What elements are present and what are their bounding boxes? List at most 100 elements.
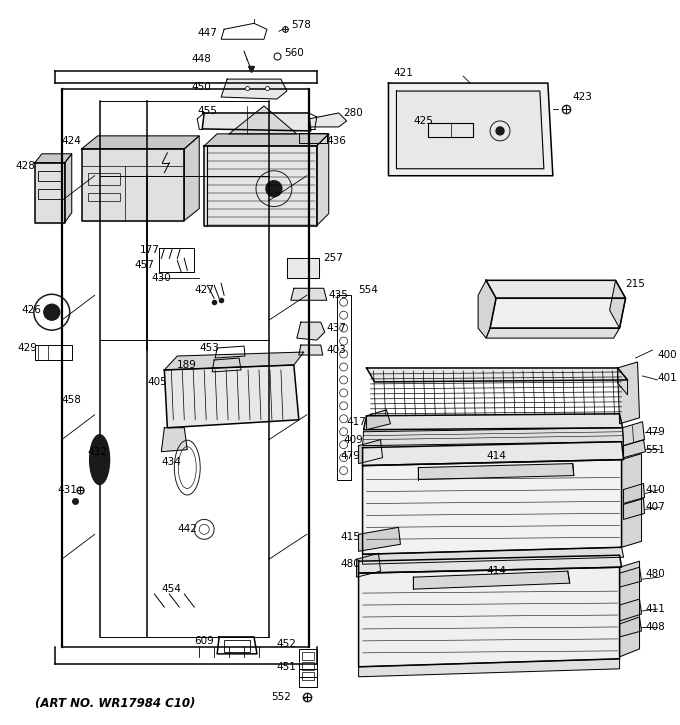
Polygon shape (65, 154, 71, 223)
Polygon shape (362, 428, 624, 446)
Text: 414: 414 (486, 451, 506, 460)
Text: 425: 425 (413, 116, 433, 126)
Polygon shape (486, 281, 626, 298)
Polygon shape (362, 547, 624, 564)
Polygon shape (202, 113, 311, 131)
Text: 417: 417 (347, 417, 367, 427)
Text: 435: 435 (328, 290, 349, 300)
Bar (88, 173, 120, 185)
Text: 428: 428 (15, 161, 35, 171)
Polygon shape (388, 83, 553, 175)
Polygon shape (486, 328, 619, 338)
Polygon shape (358, 527, 401, 551)
Polygon shape (161, 428, 187, 452)
Text: 189: 189 (177, 360, 197, 370)
Polygon shape (165, 365, 299, 428)
Polygon shape (396, 91, 544, 169)
Polygon shape (309, 113, 347, 127)
Polygon shape (358, 659, 619, 676)
Text: 479: 479 (341, 451, 360, 460)
Text: 429: 429 (18, 343, 38, 353)
Polygon shape (362, 442, 624, 465)
Text: 451: 451 (277, 662, 296, 672)
Polygon shape (367, 410, 390, 430)
Text: 401: 401 (658, 373, 677, 383)
Text: 450: 450 (191, 82, 211, 92)
Polygon shape (317, 134, 328, 225)
Polygon shape (358, 439, 383, 463)
Text: 480: 480 (341, 559, 360, 569)
Bar (88, 193, 120, 201)
Text: 423: 423 (573, 92, 593, 102)
Text: 407: 407 (645, 502, 665, 513)
Text: 457: 457 (135, 260, 154, 270)
Polygon shape (624, 499, 645, 519)
Text: 455: 455 (197, 106, 217, 116)
Polygon shape (358, 555, 622, 573)
Text: 403: 403 (326, 345, 347, 355)
Polygon shape (184, 136, 199, 220)
Bar (428, 123, 473, 137)
Polygon shape (356, 553, 381, 577)
Ellipse shape (90, 435, 109, 484)
Bar (38, 171, 62, 181)
Text: 431: 431 (58, 484, 78, 494)
Text: 551: 551 (645, 444, 665, 455)
Text: 554: 554 (358, 285, 379, 295)
Polygon shape (362, 460, 622, 554)
Text: 437: 437 (326, 323, 347, 333)
Text: 411: 411 (645, 604, 665, 614)
Bar (224, 640, 250, 652)
Text: 442: 442 (177, 524, 197, 534)
Text: 400: 400 (658, 350, 677, 360)
Text: 458: 458 (62, 395, 82, 405)
Circle shape (266, 181, 282, 196)
Text: 408: 408 (645, 622, 665, 632)
Text: 432: 432 (88, 447, 107, 457)
Polygon shape (617, 368, 628, 395)
Polygon shape (490, 298, 626, 328)
Polygon shape (619, 599, 641, 621)
Polygon shape (619, 561, 639, 657)
Bar (299, 668, 317, 687)
Text: 448: 448 (191, 54, 211, 65)
Polygon shape (204, 146, 317, 225)
Text: 453: 453 (199, 343, 219, 353)
Text: 578: 578 (291, 20, 311, 30)
Polygon shape (82, 149, 184, 220)
Text: 609: 609 (194, 636, 214, 646)
Polygon shape (35, 163, 65, 223)
Polygon shape (619, 567, 641, 587)
Polygon shape (624, 439, 645, 457)
Text: (ART NO. WR17984 C10): (ART NO. WR17984 C10) (35, 697, 195, 710)
Text: 430: 430 (152, 273, 171, 283)
Text: 436: 436 (326, 136, 347, 146)
Text: 426: 426 (22, 305, 41, 315)
Text: 452: 452 (277, 639, 296, 649)
Polygon shape (35, 154, 71, 163)
Polygon shape (478, 281, 496, 338)
Circle shape (496, 127, 504, 135)
Text: 424: 424 (62, 136, 82, 146)
Bar (337, 295, 351, 479)
Polygon shape (82, 136, 199, 149)
Circle shape (44, 304, 60, 320)
Polygon shape (297, 322, 325, 340)
Text: 215: 215 (626, 279, 645, 289)
Text: 409: 409 (343, 435, 363, 444)
Text: 447: 447 (197, 28, 217, 38)
Polygon shape (364, 414, 623, 430)
Polygon shape (229, 106, 297, 134)
Text: 427: 427 (194, 285, 214, 295)
Text: 560: 560 (284, 48, 304, 58)
Polygon shape (291, 289, 326, 300)
Text: 421: 421 (394, 68, 413, 78)
Text: 415: 415 (341, 532, 360, 542)
Polygon shape (287, 258, 319, 278)
Polygon shape (623, 422, 645, 446)
Polygon shape (418, 463, 574, 479)
Text: 257: 257 (324, 254, 343, 263)
Polygon shape (617, 362, 639, 423)
Text: 552: 552 (271, 692, 291, 702)
Polygon shape (609, 281, 626, 328)
